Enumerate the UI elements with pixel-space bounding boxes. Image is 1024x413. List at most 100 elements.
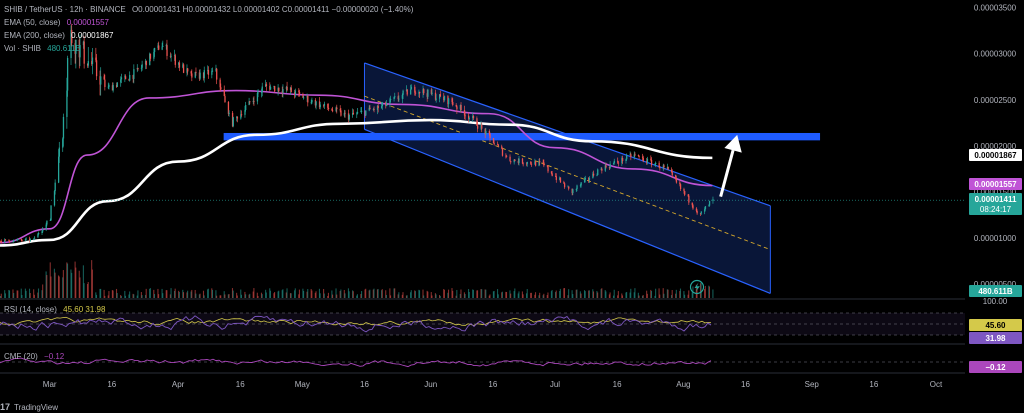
volume-bar [302, 288, 304, 298]
candle-body [402, 90, 404, 95]
candle-body [219, 79, 221, 88]
candle-body [492, 138, 495, 144]
candle-body [663, 165, 665, 168]
candle-body [365, 110, 367, 116]
candle-body [33, 238, 35, 240]
volume-bar [485, 289, 487, 298]
volume-bar [203, 295, 205, 298]
volume-bar [58, 276, 60, 298]
candle-body [704, 206, 707, 210]
candle-body [410, 86, 413, 90]
volume-bar [356, 294, 358, 298]
candle-body [576, 185, 578, 189]
volume-bar [307, 289, 309, 298]
candle-body [563, 183, 566, 188]
volume-bar [439, 294, 441, 298]
volume-bar [571, 290, 573, 298]
candle-body [227, 101, 230, 114]
rsi-axis-max: 100.00 [983, 297, 1008, 306]
candle-body [518, 158, 520, 163]
x-tick-label: Aug [676, 380, 690, 389]
candle-body [310, 102, 312, 104]
volume-bar [219, 295, 221, 298]
candle-body [369, 107, 371, 110]
svg-text:Vol · SHIB 480.611B: Vol · SHIB 480.611B [4, 44, 81, 53]
ema50-tag-text: 0.00001557 [974, 180, 1017, 189]
volume-bar [144, 294, 147, 298]
volume-bar [390, 295, 392, 298]
candle-body [514, 159, 516, 162]
candle-body [679, 182, 681, 185]
channel-lower-line [364, 128, 771, 294]
candle-body [70, 29, 72, 59]
channel-fill [364, 62, 771, 294]
lightning-icon[interactable] [689, 279, 705, 295]
candle-body [111, 85, 114, 91]
ema50-line [0, 89, 713, 244]
volume-bar [464, 293, 466, 298]
resistance-zone [223, 132, 821, 141]
candle-body [141, 64, 143, 68]
volume-bar [41, 290, 43, 298]
candle-body [629, 154, 631, 156]
candle-body [289, 87, 292, 91]
candle-body [236, 117, 238, 118]
candle-body [145, 60, 147, 66]
volume-bar [505, 292, 508, 298]
svg-text:EMA (50, close) 0.0000: EMA (50, close) 0.00001557 [4, 18, 110, 27]
volume-bar [539, 292, 541, 298]
y-tick-label: 0.00002000 [974, 142, 1017, 151]
volume-bar [530, 292, 532, 298]
candle-body [17, 239, 19, 240]
candle-body [149, 53, 152, 59]
volume-bar [215, 290, 217, 298]
candle-body [282, 89, 284, 93]
volume-bar [381, 289, 383, 298]
volume-bar [54, 272, 56, 298]
candle-body [501, 146, 503, 149]
candle-body [75, 39, 77, 54]
volume-bar [165, 290, 167, 298]
y-tick-label: 0.00003000 [974, 50, 1017, 59]
cmf-tag: −0.12 [969, 361, 1022, 373]
volume-bar [178, 292, 180, 298]
volume-bar [546, 295, 548, 298]
time-axis[interactable]: Mar 16 Apr 16 May 16 Jun 16 Jul 16 Aug 16 Sep 16 Oct [43, 380, 943, 389]
x-tick-label: 16 [488, 380, 497, 389]
candle-body [393, 97, 395, 100]
candle-body [381, 106, 383, 109]
svg-text:SHIB / TetherUS ·: SHIB / TetherUS · 12h · BINANCE O0.00001… [4, 5, 414, 14]
cmf-line [0, 357, 712, 368]
volume-bar [352, 291, 354, 298]
volume-bar [547, 292, 549, 298]
volume-bar [173, 290, 176, 298]
candle-body [323, 103, 326, 106]
price-axis[interactable]: 0.00003500 0.00003000 0.00002500 0.00002000… [974, 4, 1017, 290]
volume-bar [24, 288, 26, 298]
volume-bar [28, 288, 31, 298]
volume-bar [91, 269, 93, 298]
tradingview-logo[interactable]: 17 TradingView [0, 402, 58, 412]
volume-bar [149, 288, 151, 298]
volume-bar [596, 290, 598, 298]
volume-bar [49, 262, 51, 298]
volume-bar [699, 283, 702, 298]
volume-bar [25, 290, 27, 298]
ema-lines [0, 89, 713, 247]
volume-bar [66, 263, 69, 298]
volume-bar [343, 289, 345, 298]
candle-body [472, 116, 475, 119]
candle-body [198, 72, 201, 79]
candle-body [211, 70, 214, 72]
volume-bar [472, 289, 474, 298]
volume-bar [422, 289, 424, 298]
candle-body [426, 93, 428, 97]
candle-body [136, 68, 138, 70]
candle-body [510, 161, 512, 163]
volume-bar [190, 291, 192, 298]
candle-body [161, 46, 163, 50]
x-tick-label: Jul [550, 380, 560, 389]
volume-bar [684, 294, 686, 298]
volume-bar [675, 293, 677, 298]
